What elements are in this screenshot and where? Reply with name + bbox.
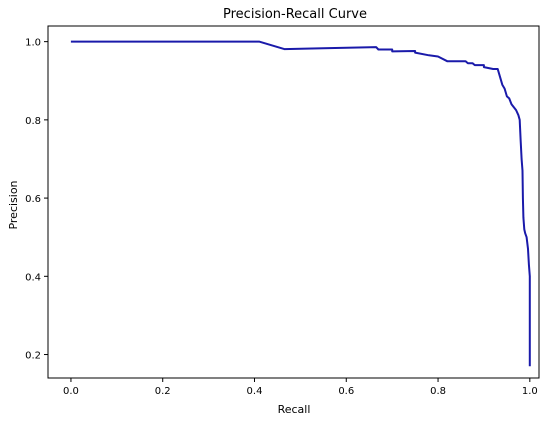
precision-recall-series-line — [70, 40, 531, 367]
x-tick-label: 1.0 — [522, 386, 538, 397]
y-tick-label: 0.4 — [25, 272, 41, 283]
y-axis-label: Precision — [7, 180, 20, 229]
x-tick-label: 0.0 — [63, 386, 79, 397]
y-axis-ticks: 0.2 0.4 0.6 0.8 1.0 — [25, 38, 48, 362]
x-axis-ticks: 0.0 0.2 0.4 0.6 0.8 1.0 — [63, 378, 538, 397]
x-axis-label: Recall — [278, 403, 311, 416]
x-tick-label: 0.2 — [155, 386, 171, 397]
x-tick-label: 0.8 — [430, 386, 446, 397]
x-tick-label: 0.4 — [247, 386, 263, 397]
y-tick-label: 1.0 — [25, 38, 41, 49]
x-tick-label: 0.6 — [338, 386, 354, 397]
y-tick-label: 0.6 — [25, 194, 41, 205]
chart-title: Precision-Recall Curve — [223, 7, 367, 22]
y-tick-label: 0.8 — [25, 116, 41, 127]
plot-frame — [47, 25, 540, 379]
y-tick-label: 0.2 — [25, 351, 41, 362]
